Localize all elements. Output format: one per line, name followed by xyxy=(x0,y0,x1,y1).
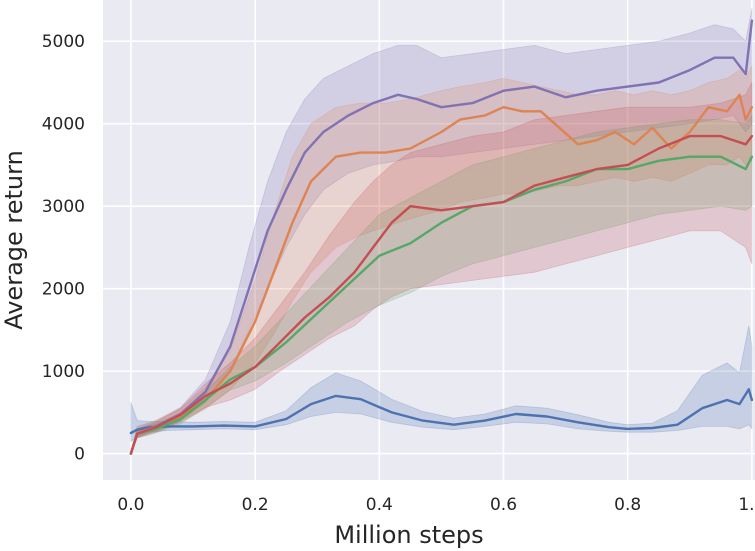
confidence-bands xyxy=(130,8,753,454)
series-line-3 xyxy=(129,155,754,455)
x-tick-label-3: 0.6 xyxy=(490,495,517,515)
x-tick-label-0: 0.0 xyxy=(117,495,144,515)
y-tick-label-2: 2000 xyxy=(42,280,85,300)
x-tick-labels: 0.0 0.2 0.4 0.6 0.8 1.0 xyxy=(117,495,755,515)
x-tick-label-5: 1.0 xyxy=(738,495,755,515)
series-line-4 xyxy=(129,134,754,455)
series-line-0 xyxy=(129,388,754,435)
series-band-0 xyxy=(130,325,753,442)
y-tick-label-5: 5000 xyxy=(42,32,85,52)
y-tick-label-3: 3000 xyxy=(42,197,85,217)
y-tick-label-0: 0 xyxy=(74,445,85,465)
x-tick-label-2: 0.4 xyxy=(366,495,393,515)
series-line-1 xyxy=(129,19,754,455)
series-lines xyxy=(129,19,754,455)
series-band-2 xyxy=(130,65,753,454)
series-band-3 xyxy=(130,114,753,454)
y-axis-label: Average return xyxy=(0,150,28,330)
y-tick-labels: 0 1000 2000 3000 4000 5000 xyxy=(42,32,85,464)
series-band-4 xyxy=(130,82,753,454)
y-tick-label-1: 1000 xyxy=(42,362,85,382)
y-tick-label-4: 4000 xyxy=(42,115,85,135)
x-axis-label: Million steps xyxy=(334,521,483,549)
series-band-1 xyxy=(130,8,753,454)
x-tick-label-1: 0.2 xyxy=(242,495,269,515)
x-tick-label-4: 0.8 xyxy=(614,495,641,515)
plot-background xyxy=(103,0,755,480)
